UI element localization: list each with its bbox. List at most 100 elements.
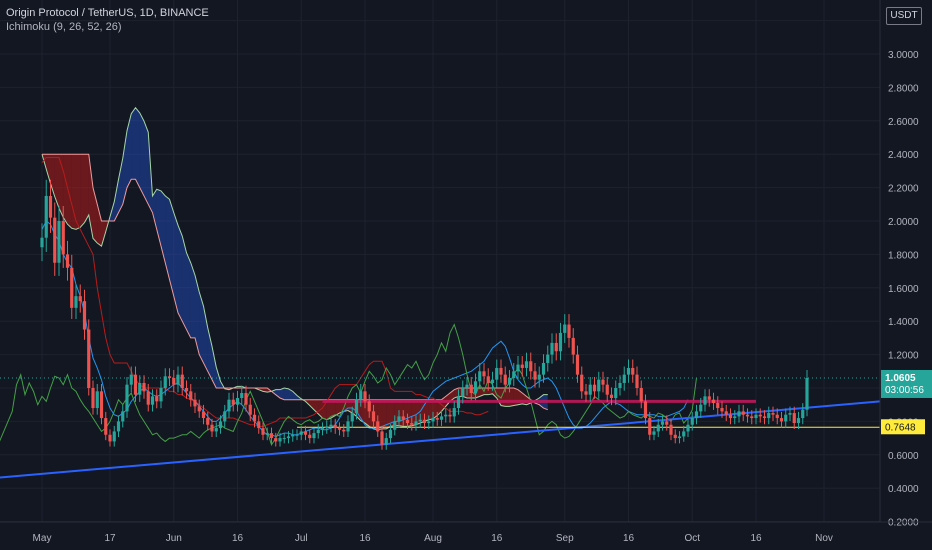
cloud-segment [59, 154, 64, 218]
candle-body [414, 421, 418, 425]
cloud-segment [144, 121, 149, 205]
candle-body [507, 377, 512, 385]
x-tick-label: 16 [232, 533, 244, 544]
candle-body [312, 433, 316, 439]
candle-body [758, 414, 762, 417]
candle-body [274, 438, 278, 442]
candle-body [580, 374, 584, 392]
candle-body [70, 267, 74, 308]
candle-body [159, 388, 163, 402]
trend-line [0, 400, 881, 479]
candle-body [431, 418, 435, 422]
candle-body [711, 399, 716, 404]
candle-body [452, 408, 456, 417]
x-tick-label: Jul [295, 533, 308, 544]
candle-body [745, 414, 750, 417]
cloud-segment [169, 199, 174, 297]
cloud-segment [505, 388, 510, 407]
candle-body [575, 354, 580, 375]
candle-body [367, 401, 371, 412]
candle-body [231, 399, 235, 405]
candle-body [418, 419, 422, 422]
candle-body [456, 396, 461, 409]
candle-body [65, 254, 70, 268]
x-tick-label: 16 [750, 533, 762, 544]
candle-body [724, 411, 728, 415]
candle-body [129, 374, 133, 385]
candle-body [240, 393, 244, 399]
candle-body [248, 404, 252, 415]
x-tick-label: Jun [166, 533, 182, 544]
cloud-segment [186, 252, 191, 338]
candle-body [427, 421, 431, 424]
cloud-segment [161, 190, 166, 263]
candle-body [337, 428, 342, 430]
cloud-segment [114, 179, 119, 221]
y-tick-label: 0.2000 [888, 518, 919, 529]
candle-body [342, 429, 346, 432]
candle-body [44, 195, 48, 238]
y-tick-label: 0.4000 [888, 484, 919, 495]
candle-body [796, 418, 801, 424]
candle-body [257, 421, 261, 429]
x-tick-label: 17 [104, 533, 116, 544]
candle-body [252, 414, 257, 422]
chikou-line [0, 323, 697, 446]
candle-body [660, 421, 665, 425]
candle-body [626, 367, 631, 375]
candle-body [346, 421, 350, 432]
candle-body [716, 403, 720, 409]
candle-body [48, 195, 53, 218]
level-price-badge [881, 419, 925, 435]
cloud-segment [326, 399, 331, 420]
cloud-segment [420, 399, 425, 424]
candle-body [520, 364, 524, 368]
cloud-segment [318, 399, 323, 419]
currency-badge[interactable]: USDT [886, 7, 922, 25]
candle-body [643, 401, 648, 419]
candle-body [180, 374, 184, 388]
candle-body [801, 409, 805, 419]
candle-body [779, 418, 784, 422]
candle-body [108, 434, 112, 442]
candle-body [74, 296, 78, 308]
time-axis[interactable]: May 17 Jun 16 Jul 16 Aug 16 Sep 16 Oct 16 Nov [0, 521, 932, 544]
y-tick-label: 1.4000 [888, 317, 919, 328]
candle-body [788, 413, 792, 415]
cloud-segment [284, 388, 289, 400]
bar-countdown: 03:00:56 [885, 385, 924, 396]
cloud-segment [288, 388, 293, 400]
candle-body [767, 413, 771, 419]
cloud-segment [390, 399, 395, 427]
symbol-title[interactable]: Origin Protocol / TetherUS, 1D, BINANCE [6, 7, 209, 19]
indicator-title[interactable]: Ichimoku (9, 26, 52, 26) [6, 21, 122, 33]
candle-body [197, 406, 201, 412]
candle-body [397, 416, 401, 422]
cloud-segment [152, 189, 157, 230]
cloud-segment [445, 393, 450, 407]
cloud-segment [173, 212, 178, 313]
candle-body [762, 416, 767, 419]
candle-body [652, 431, 656, 435]
candle-body [656, 424, 660, 432]
candle-body [486, 376, 490, 383]
candle-body [405, 419, 410, 424]
candle-body [588, 384, 592, 395]
cloud-segment [54, 154, 59, 209]
candle-body [354, 399, 359, 414]
x-tick-label: 16 [359, 533, 371, 544]
candle-body [172, 377, 176, 385]
candle-body [78, 296, 82, 302]
candle-body [495, 367, 499, 380]
cloud-segment [275, 389, 280, 399]
candle-body [682, 431, 686, 437]
candle-body [218, 421, 223, 429]
cloud-segment [71, 154, 76, 230]
x-tick-label: Sep [556, 533, 574, 544]
candle-body [193, 399, 197, 407]
candle-body [499, 367, 503, 375]
candle-body [444, 414, 448, 417]
candle-body [350, 413, 354, 422]
